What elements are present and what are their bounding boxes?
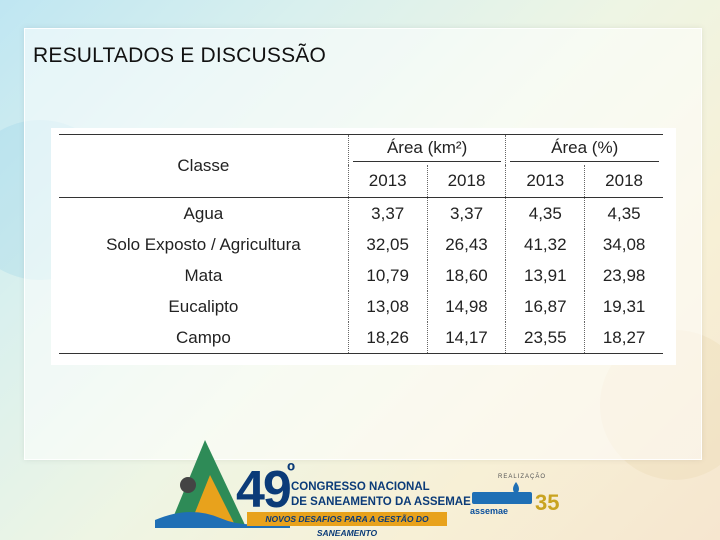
cell-value: 14,17: [426, 322, 506, 354]
cell-value: 4,35: [505, 197, 585, 229]
table-row: Agua 3,37 3,37 4,35 4,35: [59, 197, 663, 229]
table-row: Campo 18,26 14,17 23,55 18,27: [59, 322, 663, 354]
header-year: 2018: [426, 165, 506, 198]
cell-value: 4,35: [584, 197, 663, 229]
cell-value: 19,31: [584, 291, 663, 322]
cell-value: 14,98: [426, 291, 506, 322]
cell-value: 3,37: [347, 197, 428, 229]
row-classe: Solo Exposto / Agricultura: [106, 234, 301, 254]
row-classe: Eucalipto: [168, 296, 239, 316]
row-classe: Mata: [184, 265, 223, 285]
table-row: Mata 10,79 18,60 13,91 23,98: [59, 260, 663, 291]
header-area-pct: Área (%): [505, 134, 663, 165]
cell-value: 13,08: [347, 291, 428, 322]
results-table: Classe Área (km²) Área (%) 2013 2018 201…: [59, 134, 663, 354]
congress-name-line2: DE SANEAMENTO DA ASSEMAE: [291, 496, 471, 508]
table-row: Eucalipto 13,08 14,98 16,87 19,31: [59, 291, 663, 322]
header-area-pct-label: Área (%): [510, 138, 659, 162]
cell-value: 13,91: [505, 260, 585, 291]
cell-value: 16,87: [505, 291, 585, 322]
cell-value: 41,32: [505, 229, 585, 260]
congress-slogan-banner: NOVOS DESAFIOS PARA A GESTÃO DO SANEAMEN…: [247, 512, 447, 538]
slide-title: RESULTADOS E DISCUSSÃO: [33, 44, 327, 67]
cell-value: 10,79: [347, 260, 428, 291]
cell-value: 32,05: [347, 229, 428, 260]
cell-value: 18,26: [347, 322, 428, 354]
cell-value: 3,37: [426, 197, 506, 229]
congress-edition-ordinal: º: [287, 458, 296, 483]
assemae-logo-icon: [472, 482, 532, 504]
cell-value: 23,98: [584, 260, 663, 291]
cell-value: 26,43: [426, 229, 506, 260]
cell-value: 23,55: [505, 322, 585, 354]
cell-value: 18,27: [584, 322, 663, 354]
header-area-km2: Área (km²): [347, 134, 506, 165]
congress-name-line1: CONGRESSO NACIONAL: [291, 481, 430, 493]
assemae-name: assemae: [470, 506, 509, 516]
header-year: 2018: [584, 165, 663, 198]
congress-mountain-logo-icon: [155, 440, 290, 528]
header-year: 2013: [505, 165, 585, 198]
header-classe: Classe: [59, 134, 349, 198]
congress-edition-number: 49: [236, 461, 292, 519]
cell-value: 18,60: [426, 260, 506, 291]
row-classe: Agua: [183, 203, 224, 223]
results-table-box: Classe Área (km²) Área (%) 2013 2018 201…: [51, 128, 676, 365]
header-year: 2013: [347, 165, 428, 198]
table-row: Solo Exposto / Agricultura 32,05 26,43 4…: [59, 229, 663, 260]
realizacao-label: REALIZAÇÃO: [498, 474, 547, 480]
cell-value: 34,08: [584, 229, 663, 260]
anniversary-35-badge: 35: [535, 490, 560, 515]
row-classe: Campo: [59, 322, 349, 354]
header-area-km2-label: Área (km²): [352, 138, 502, 162]
